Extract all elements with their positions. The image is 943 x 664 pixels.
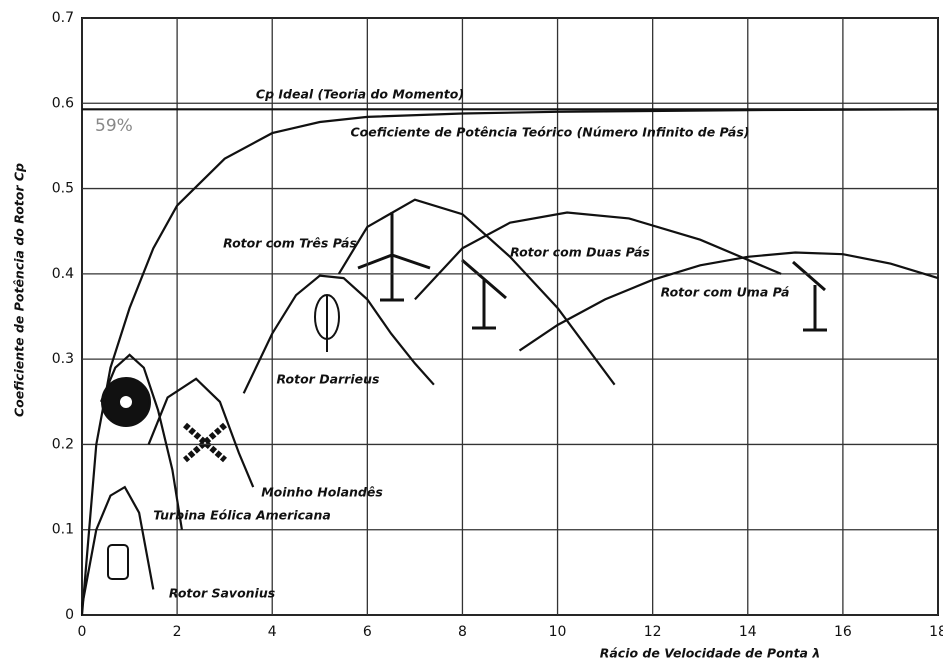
x-tick-label: 2 xyxy=(173,624,182,640)
x-tick-label: 6 xyxy=(363,624,372,640)
x-axis-label: Rácio de Velocidade de Ponta λ xyxy=(600,646,821,661)
y-tick-label: 0.3 xyxy=(52,351,74,367)
y-tick-label: 0 xyxy=(65,607,74,623)
curve xyxy=(339,200,615,385)
series-label: Rotor com Três Pás xyxy=(223,236,357,251)
y-tick-label: 0.5 xyxy=(52,181,74,197)
icons xyxy=(102,212,827,579)
x-tick-label: 16 xyxy=(834,624,852,640)
series-label: Rotor Darrieus xyxy=(277,372,380,387)
y-tick-label: 0.6 xyxy=(52,95,74,111)
plot-frame xyxy=(82,18,938,615)
curve xyxy=(520,253,939,351)
y-tick-label: 0.7 xyxy=(52,10,74,26)
series-label: Coeficiente de Potência Teórico (Número … xyxy=(351,125,750,140)
x-tick-label: 18 xyxy=(929,624,943,640)
curve xyxy=(82,109,938,615)
series-label: Rotor com Uma Pá xyxy=(661,285,790,300)
y-tick-label: 0.1 xyxy=(52,522,74,538)
x-tick-label: 10 xyxy=(549,624,567,640)
x-tick-label: 14 xyxy=(739,624,757,640)
x-tick-label: 8 xyxy=(458,624,467,640)
series-label: Cp Ideal (Teoria do Momento) xyxy=(256,87,464,102)
series-label: Turbina Eólica Americana xyxy=(153,508,331,523)
y-tick-label: 0.2 xyxy=(52,436,74,452)
y-axis-label: Coeficiente de Potência do Rotor Cp xyxy=(12,163,27,417)
y-tick-label: 0.4 xyxy=(52,266,74,282)
plot: 0 2 4 6 8 10 12 14 16 18 0 0.1 0.2 0.3 0.4 0.5 0.6 0.7 Cp … xyxy=(52,10,943,640)
curve xyxy=(82,487,153,606)
series-label: Rotor com Duas Pás xyxy=(510,245,650,260)
x-tick-label: 12 xyxy=(644,624,662,640)
series-label: Rotor Savonius xyxy=(169,586,275,601)
chart: Rácio de Velocidade de Ponta λ Coeficien… xyxy=(0,0,943,664)
x-tick-label: 4 xyxy=(268,624,277,640)
series-label: Moinho Holandês xyxy=(261,485,383,500)
x-tick-label: 0 xyxy=(78,624,87,640)
annotation: 59% xyxy=(95,116,133,136)
